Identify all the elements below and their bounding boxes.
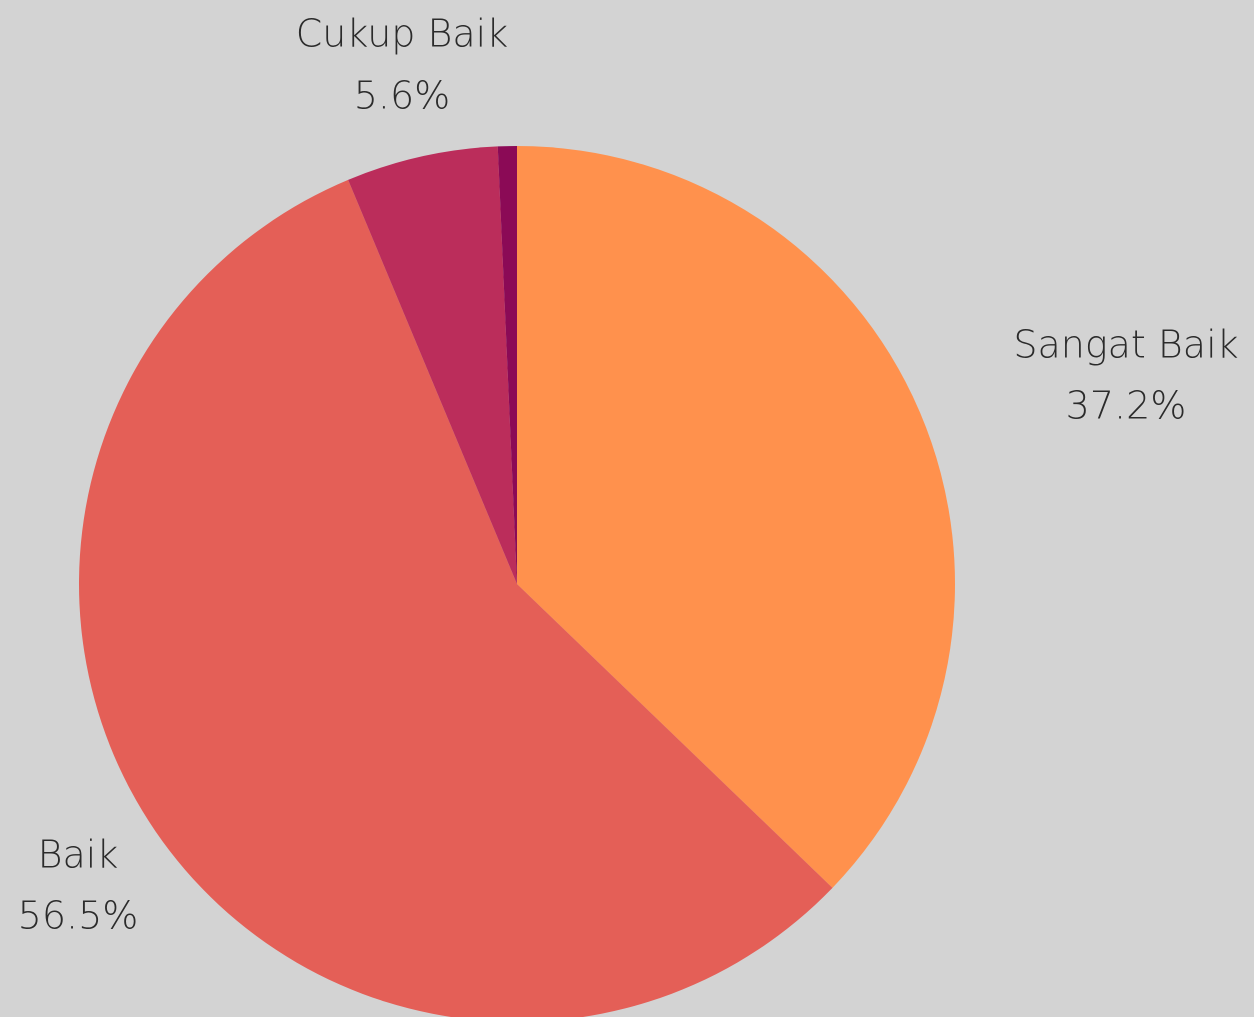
slice-value-label: 37.2% bbox=[1066, 384, 1187, 428]
pie-slice bbox=[517, 146, 955, 888]
slice-value-label: 5.6% bbox=[354, 74, 451, 118]
slice-label: Baik bbox=[38, 833, 119, 877]
slice-label: Sangat Baik bbox=[1013, 323, 1238, 367]
slice-value-label: 56.5% bbox=[18, 894, 139, 938]
slice-label: Cukup Baik bbox=[296, 12, 508, 56]
pie-slice bbox=[79, 179, 833, 1017]
pie-slice bbox=[348, 146, 517, 584]
pie-slice bbox=[497, 146, 517, 584]
